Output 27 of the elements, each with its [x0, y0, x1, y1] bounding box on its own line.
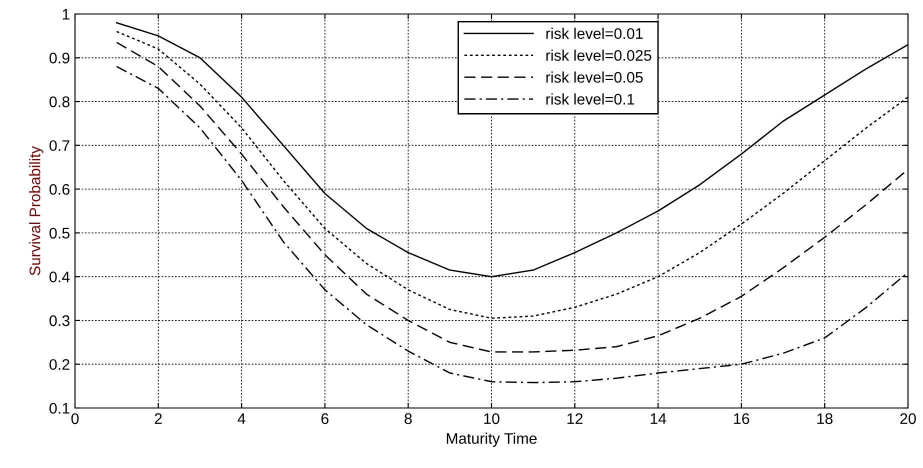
x-tick-label: 16 [734, 413, 750, 424]
y-tick-label: 0.3 [50, 315, 70, 326]
y-tick-label: 0.1 [50, 402, 70, 414]
x-tick-label: 20 [900, 413, 916, 424]
x-tick-label: 8 [404, 413, 412, 424]
x-axis-title: Maturity Time [446, 432, 537, 447]
y-tick-label: 0.4 [50, 272, 70, 282]
x-tick-label: 14 [650, 413, 666, 424]
legend-label: risk level=0.1 [546, 93, 634, 105]
x-tick-label: 18 [817, 413, 833, 424]
y-tick-label: 0.5 [50, 228, 70, 239]
y-tick-label: 0.7 [50, 140, 70, 152]
y-tick-label: 0.6 [50, 184, 70, 195]
y-tick-label: 0.8 [50, 96, 70, 108]
legend-label: risk level=0.05 [546, 72, 643, 83]
x-tick-label: 4 [238, 413, 246, 424]
y-axis-title: Survival Probability [29, 146, 44, 276]
x-tick-label: 12 [567, 413, 583, 424]
y-tick-label: 1 [62, 9, 70, 20]
x-tick-label: 0 [71, 413, 79, 424]
x-tick-label: 10 [484, 413, 500, 424]
y-tick-label: 0.9 [50, 52, 70, 64]
legend-label: risk level=0.01 [546, 28, 643, 39]
x-tick-label: 6 [321, 413, 328, 424]
legend-label: risk level=0.025 [546, 50, 652, 61]
y-tick-label: 0.2 [50, 359, 70, 370]
x-tick-label: 2 [154, 413, 162, 424]
